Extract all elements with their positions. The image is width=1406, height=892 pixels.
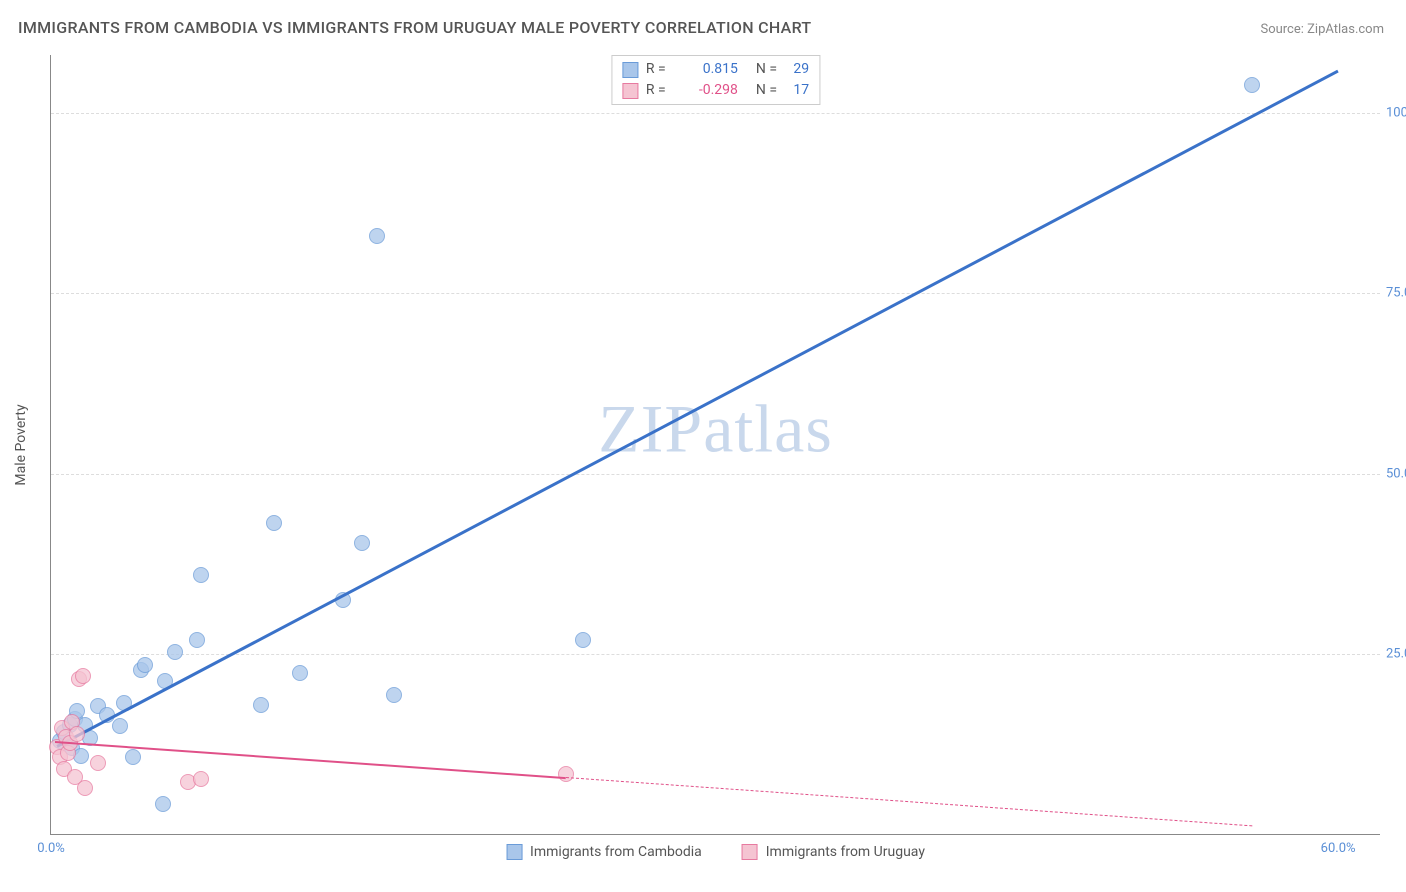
source-prefix: Source:: [1260, 22, 1307, 37]
x-tick-label: 0.0%: [37, 841, 65, 856]
n-value-uruguay: 17: [785, 80, 809, 101]
trend-line: [57, 70, 1339, 747]
scatter-point: [69, 726, 85, 742]
y-tick-label: 75.0%: [1386, 286, 1406, 301]
y-tick-label: 100.0%: [1386, 105, 1406, 120]
scatter-point: [253, 697, 269, 713]
r-label: R =: [646, 80, 674, 101]
series-legend: Immigrants from Cambodia Immigrants from…: [506, 844, 925, 860]
scatter-point: [1244, 77, 1260, 93]
scatter-point: [189, 632, 205, 648]
swatch-uruguay-icon: [742, 844, 758, 860]
n-label: N =: [756, 59, 777, 80]
legend-label-cambodia: Immigrants from Cambodia: [530, 844, 702, 860]
r-label: R =: [646, 59, 674, 80]
swatch-uruguay-icon: [622, 83, 638, 99]
watermark-b: atlas: [703, 390, 833, 466]
gridline: [51, 293, 1380, 294]
scatter-point: [575, 632, 591, 648]
n-value-cambodia: 29: [785, 59, 809, 80]
legend-row-cambodia: R = 0.815 N = 29: [622, 59, 809, 80]
legend-item-cambodia: Immigrants from Cambodia: [506, 844, 702, 860]
y-tick-label: 25.0%: [1386, 647, 1406, 662]
gridline: [51, 113, 1380, 114]
source-value: ZipAtlas.com: [1307, 22, 1384, 37]
legend-label-uruguay: Immigrants from Uruguay: [766, 844, 925, 860]
watermark-a: ZIP: [598, 390, 703, 466]
scatter-point: [167, 644, 183, 660]
correlation-legend: R = 0.815 N = 29 R = -0.298 N = 17: [611, 55, 820, 105]
scatter-point: [155, 796, 171, 812]
scatter-point: [137, 657, 153, 673]
gridline: [51, 474, 1380, 475]
scatter-point: [90, 755, 106, 771]
r-value-uruguay: -0.298: [682, 80, 738, 101]
scatter-point: [266, 515, 282, 531]
gridline: [51, 654, 1380, 655]
scatter-point: [369, 228, 385, 244]
r-value-cambodia: 0.815: [682, 59, 738, 80]
scatter-point: [292, 665, 308, 681]
chart-source: Source: ZipAtlas.com: [1260, 22, 1384, 37]
scatter-point: [193, 567, 209, 583]
watermark: ZIPatlas: [598, 389, 833, 468]
scatter-point: [386, 687, 402, 703]
swatch-cambodia-icon: [506, 844, 522, 860]
scatter-point: [354, 535, 370, 551]
swatch-cambodia-icon: [622, 62, 638, 78]
plot-area: Male Poverty ZIPatlas R = 0.815 N = 29 R…: [50, 55, 1380, 835]
scatter-point: [125, 749, 141, 765]
scatter-point: [77, 780, 93, 796]
legend-item-uruguay: Immigrants from Uruguay: [742, 844, 925, 860]
scatter-point: [558, 766, 574, 782]
legend-row-uruguay: R = -0.298 N = 17: [622, 80, 809, 101]
y-tick-label: 50.0%: [1386, 466, 1406, 481]
y-axis-label: Male Poverty: [13, 404, 29, 485]
scatter-point: [75, 668, 91, 684]
chart-title: IMMIGRANTS FROM CAMBODIA VS IMMIGRANTS F…: [18, 18, 811, 37]
trend-line: [566, 777, 1253, 826]
scatter-point: [193, 771, 209, 787]
n-label: N =: [756, 80, 777, 101]
x-tick-label: 60.0%: [1321, 841, 1356, 856]
scatter-point: [112, 718, 128, 734]
